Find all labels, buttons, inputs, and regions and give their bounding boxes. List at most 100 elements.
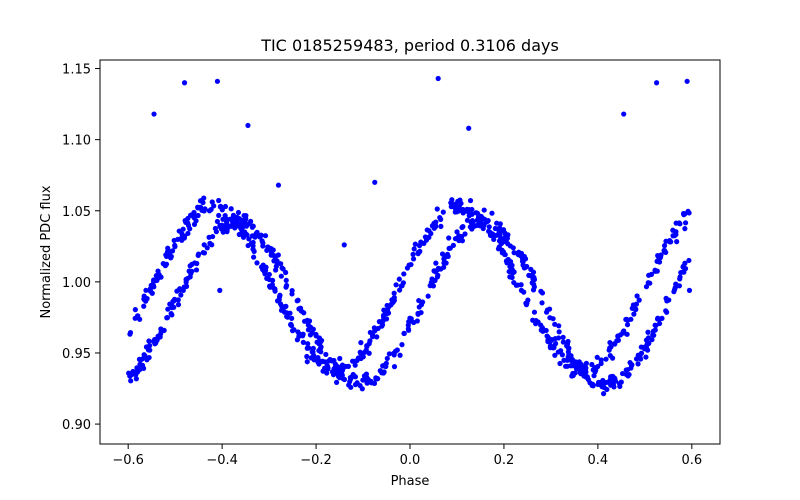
data-point [249, 224, 255, 230]
data-point [406, 327, 412, 333]
data-point [345, 363, 351, 369]
data-point [216, 212, 222, 219]
data-point [653, 80, 660, 86]
data-point [656, 320, 663, 327]
data-point [195, 251, 202, 257]
data-point [598, 357, 604, 363]
data-point [539, 300, 545, 306]
data-point [448, 200, 454, 206]
data-point [288, 321, 294, 328]
data-point [151, 278, 157, 285]
data-point [300, 339, 306, 345]
data-point [400, 280, 406, 286]
data-point [464, 217, 471, 223]
data-point [361, 373, 368, 379]
data-point [435, 75, 441, 82]
data-point [599, 384, 605, 390]
data-point [291, 327, 297, 333]
data-point [420, 299, 426, 305]
data-point [480, 216, 486, 222]
data-point [661, 247, 667, 254]
data-point [680, 210, 687, 217]
data-point [206, 234, 212, 240]
data-point [528, 266, 534, 272]
data-point [521, 265, 527, 271]
data-point [531, 309, 538, 315]
x-tick-label: −0.4 [206, 453, 238, 468]
data-point [187, 226, 193, 232]
data-point [664, 298, 670, 304]
data-point [455, 198, 461, 204]
data-point [241, 212, 247, 219]
data-point [376, 319, 382, 325]
data-point [426, 228, 432, 234]
data-point [641, 346, 648, 352]
data-point [175, 302, 182, 308]
data-point [405, 322, 411, 328]
data-point [304, 353, 310, 360]
data-point [489, 210, 495, 216]
data-point [511, 250, 517, 256]
data-point [649, 337, 655, 343]
data-point [487, 230, 494, 236]
data-point [444, 251, 451, 257]
data-point [544, 307, 551, 313]
data-point [408, 316, 414, 322]
data-point [250, 243, 256, 249]
data-point [164, 315, 170, 321]
data-point [631, 311, 637, 317]
data-point [441, 264, 447, 270]
data-point [347, 379, 353, 385]
data-point [473, 210, 479, 216]
data-point [169, 303, 175, 309]
data-point [515, 252, 521, 258]
data-point [383, 363, 389, 370]
data-point [156, 271, 162, 278]
data-point [248, 218, 254, 224]
data-point [568, 363, 574, 369]
data-point [194, 260, 200, 267]
data-point [491, 236, 497, 243]
data-point [364, 344, 370, 350]
data-point [148, 282, 154, 288]
data-point [200, 249, 206, 256]
data-point [439, 251, 446, 257]
data-point [470, 219, 476, 225]
data-point [279, 265, 285, 271]
data-point [372, 327, 379, 333]
data-point [628, 316, 634, 322]
data-point [183, 276, 189, 282]
data-point [592, 369, 598, 375]
data-point [680, 264, 686, 270]
data-point [460, 224, 466, 230]
data-point [235, 209, 242, 216]
data-point [645, 280, 651, 286]
data-point [295, 329, 301, 335]
data-point [399, 342, 405, 348]
data-point [467, 197, 474, 204]
data-point [217, 287, 223, 293]
data-point [278, 273, 284, 279]
data-point [607, 339, 613, 346]
data-point [195, 204, 201, 210]
data-point [178, 292, 184, 298]
data-point [214, 218, 220, 225]
data-point [161, 327, 167, 333]
data-point [465, 208, 471, 215]
y-tick-label: 1.15 [62, 63, 91, 78]
data-point [258, 232, 264, 238]
data-point [633, 307, 639, 313]
data-point [172, 242, 178, 248]
data-point [301, 318, 308, 324]
data-point [183, 283, 190, 289]
data-point [352, 381, 359, 388]
data-point [418, 309, 424, 316]
data-point [475, 214, 482, 220]
y-tick-label: 0.95 [62, 347, 91, 362]
data-point [633, 301, 640, 307]
data-point [305, 327, 312, 333]
data-point [466, 125, 472, 131]
data-point [179, 231, 185, 237]
data-point [340, 365, 346, 371]
data-point [265, 244, 271, 250]
